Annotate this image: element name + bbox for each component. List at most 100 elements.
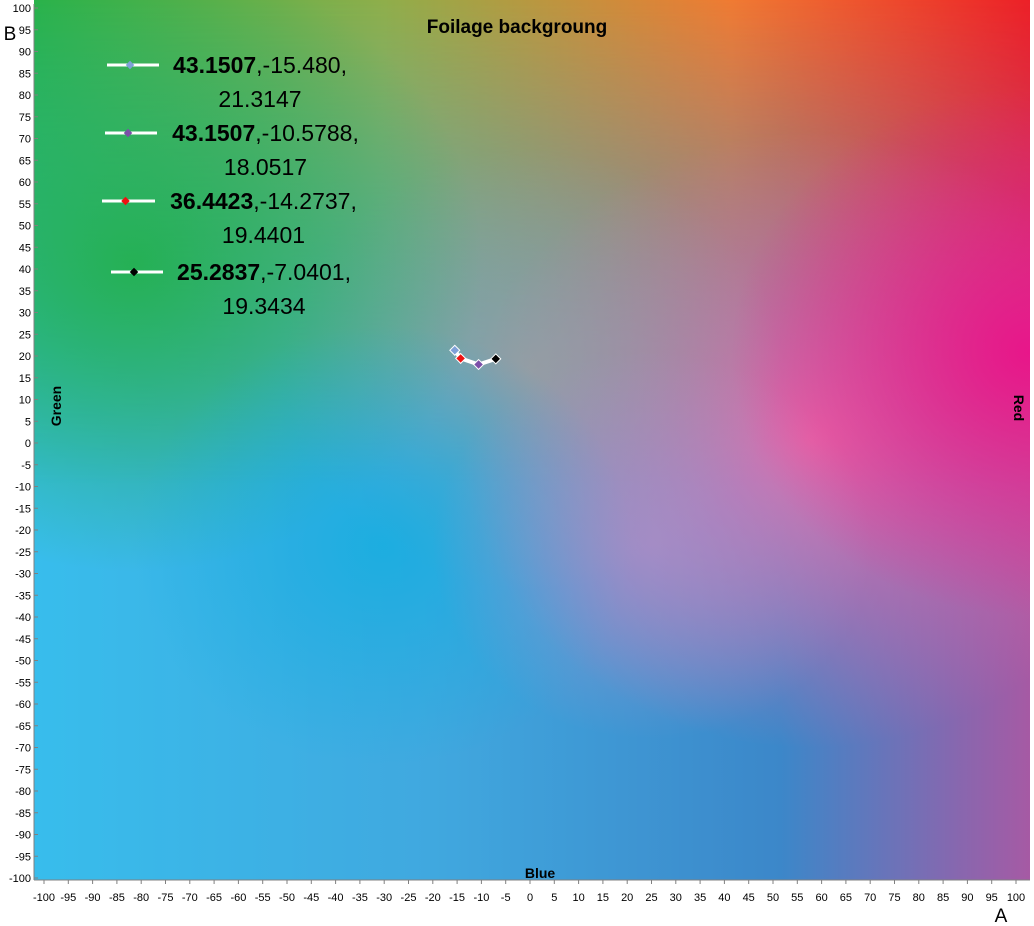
y-tick-label: -35 <box>15 590 31 602</box>
x-tick-label: 55 <box>791 892 803 904</box>
plot-background <box>34 0 1030 880</box>
y-tick-label: -90 <box>15 830 31 842</box>
legend-b-value: 19.4401 <box>221 222 306 248</box>
y-tick-label: 100 <box>13 3 31 15</box>
y-tick-label: 90 <box>19 47 31 59</box>
y-tick-label: 15 <box>19 373 31 385</box>
x-tick-label: -65 <box>206 892 222 904</box>
legend-entry: 43.1507,-15.480, 21.3147 <box>160 48 360 116</box>
legend-l-value: 43.1507 <box>173 52 257 78</box>
y-tick-label: -70 <box>15 743 31 755</box>
y-tick-label: 35 <box>19 286 31 298</box>
legend-swatch-marker <box>123 128 133 138</box>
x-tick-label: 15 <box>597 892 609 904</box>
y-tick-label: 80 <box>19 90 31 102</box>
legend-ab-value: ,-14.2737, <box>253 188 357 214</box>
x-tick-label: 85 <box>937 892 949 904</box>
y-tick-label: 25 <box>19 329 31 341</box>
data-point <box>449 344 461 356</box>
x-tick-label: -60 <box>230 892 246 904</box>
y-tick-label: 70 <box>19 134 31 146</box>
y-tick-label: -5 <box>21 460 31 472</box>
x-tick-label: 20 <box>621 892 633 904</box>
y-tick-label: 85 <box>19 68 31 80</box>
x-tick-label: 90 <box>961 892 973 904</box>
x-tick-label: -90 <box>85 892 101 904</box>
x-tick-label: -100 <box>33 892 55 904</box>
y-tick-label: -60 <box>15 699 31 711</box>
y-tick-label: 50 <box>19 221 31 233</box>
x-tick-label: 65 <box>840 892 852 904</box>
y-tick-label: 45 <box>19 242 31 254</box>
legend-swatch-marker <box>129 267 139 277</box>
y-tick-label: -25 <box>15 547 31 559</box>
x-tick-label: -30 <box>376 892 392 904</box>
legend-entry: 36.4423,-14.2737, 19.4401 <box>156 184 371 252</box>
y-tick-label: 5 <box>25 416 31 428</box>
chart-title: Foilage backgroung <box>427 17 608 38</box>
x-tick-label: -45 <box>303 892 319 904</box>
x-tick-label: 95 <box>986 892 998 904</box>
legend-b-value: 18.0517 <box>223 154 308 180</box>
y-tick-label: 55 <box>19 199 31 211</box>
y-tick-label: -85 <box>15 808 31 820</box>
x-tick-label: 75 <box>888 892 900 904</box>
x-tick-label: -10 <box>473 892 489 904</box>
legend-l-value: 43.1507 <box>172 120 256 146</box>
y-tick-label: 10 <box>19 395 31 407</box>
legend-ab-value: ,-10.5788, <box>255 120 359 146</box>
x-tick-label: -25 <box>401 892 417 904</box>
annotation-red: Red <box>1011 395 1027 421</box>
x-tick-label: 45 <box>743 892 755 904</box>
legend-entry: 25.2837,-7.0401, 19.3434 <box>166 255 362 323</box>
x-tick-label: -55 <box>255 892 271 904</box>
series-connector <box>453 349 497 367</box>
y-tick-label: -45 <box>15 634 31 646</box>
y-tick-label: 60 <box>19 177 31 189</box>
x-tick-label: 80 <box>913 892 925 904</box>
y-tick-label: -40 <box>15 612 31 624</box>
x-tick-label: 50 <box>767 892 779 904</box>
y-axis-label: B <box>4 24 17 45</box>
x-tick-label: 35 <box>694 892 706 904</box>
legend-b-value: 21.3147 <box>218 86 302 112</box>
y-tick-label: -75 <box>15 764 31 776</box>
x-tick-label: 5 <box>551 892 557 904</box>
annotation-blue: Blue <box>525 865 556 881</box>
y-tick-label: -30 <box>15 569 31 581</box>
data-point <box>454 352 467 365</box>
data-point <box>490 353 502 365</box>
x-tick-label: -35 <box>352 892 368 904</box>
legend-swatch-marker <box>125 60 135 70</box>
annotation-green: Green <box>48 386 64 426</box>
x-tick-label: 0 <box>527 892 533 904</box>
x-tick-label: 70 <box>864 892 876 904</box>
legend-b-value: 19.3434 <box>222 293 306 319</box>
x-tick-label: -70 <box>182 892 198 904</box>
y-tick-label: -80 <box>15 786 31 798</box>
y-tick-label: -50 <box>15 656 31 668</box>
x-tick-label: 25 <box>645 892 657 904</box>
x-tick-label: -75 <box>158 892 174 904</box>
y-tick-label: -95 <box>15 851 31 863</box>
x-tick-label: 30 <box>670 892 682 904</box>
y-tick-label: 65 <box>19 155 31 167</box>
y-tick-label: -55 <box>15 677 31 689</box>
legend-ab-value: ,-15.480, <box>256 52 347 78</box>
x-tick-label: 60 <box>815 892 827 904</box>
y-axis-ticks: -100-95-90-85-80-75-70-65-60-55-50-45-40… <box>9 3 38 885</box>
x-tick-label: -50 <box>279 892 295 904</box>
y-tick-label: 30 <box>19 308 31 320</box>
y-tick-label: 75 <box>19 112 31 124</box>
y-tick-label: 95 <box>19 25 31 37</box>
legend-l-value: 25.2837 <box>177 259 261 285</box>
x-tick-label: -95 <box>60 892 76 904</box>
x-tick-label: 100 <box>1007 892 1025 904</box>
x-tick-label: -20 <box>425 892 441 904</box>
y-tick-label: 40 <box>19 264 31 276</box>
legend-swatches <box>102 60 163 277</box>
legend-swatch-marker <box>121 196 130 206</box>
y-tick-label: -10 <box>15 482 31 494</box>
x-tick-label: 10 <box>572 892 584 904</box>
